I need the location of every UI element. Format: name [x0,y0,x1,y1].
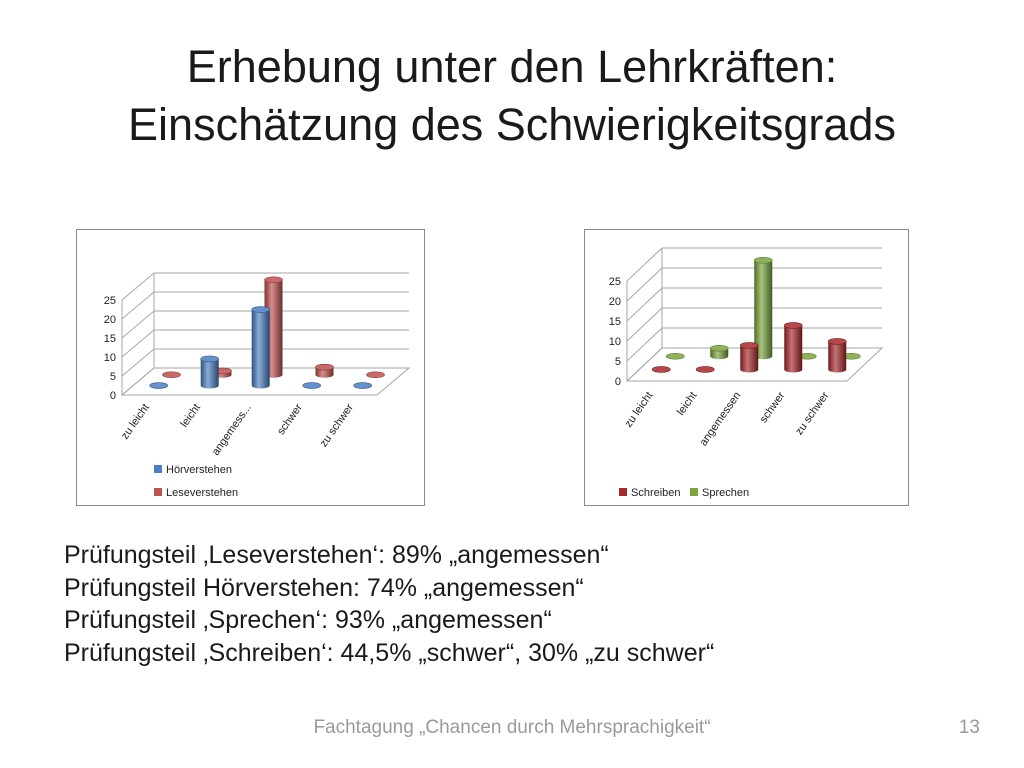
bar-top [783,322,803,329]
y-tick-label: 20 [609,296,621,308]
gridline-side [121,348,155,377]
legend-swatch-schreiben [619,488,627,496]
y-tick-label: 0 [615,376,621,388]
bar-sprechen-leicht [709,344,729,360]
summary-line-hoerverstehen: Prüfungsteil Hörverstehen: 74% „angemess… [64,573,584,602]
bar-sprechen-angemessen [753,256,773,360]
legend-label-leseverstehen: Leseverstehen [166,487,238,499]
gridline-side [626,327,663,362]
bar-schreiben-zu-leicht [651,366,671,373]
slide-title-line-1: Erhebung unter den Lehrkräften: [186,41,838,92]
bar-schreiben-leicht [695,366,715,373]
x-tick-label: leicht [178,402,203,430]
bar-sprechen-zu-leicht [665,352,685,360]
gridline-side [626,287,663,322]
y-tick-label: 0 [110,390,116,402]
bar-body [784,325,803,373]
summary-line-sprechen: Prüfungsteil ‚Sprechen‘: 93% „angemessen… [64,606,552,634]
gridline-side [626,307,663,342]
gridline-side [121,272,155,301]
x-tick-label: zu leicht [622,390,655,430]
summary-line-leseverstehen: Prüfungsteil ‚Leseverstehen‘: 89% „angem… [64,541,609,569]
legend-label-sprechen: Sprechen [702,487,749,499]
x-tick-label: leicht [675,390,700,418]
bar-body [828,341,847,373]
bar-top [200,355,219,363]
y-tick-label: 15 [609,316,621,328]
bar-top [651,366,671,373]
chart-hoer-lese-svg: 0 5 10 15 20 25 zu leicht leicht angemess... schw… [104,272,411,499]
y-tick-label: 10 [609,336,621,348]
bar-hörverstehen-schwer [302,382,321,389]
page-number: 13 [958,717,980,738]
bar-schreiben-zu-schwer [827,338,847,373]
chart-hoer-lese: 0 5 10 15 20 25 zu leicht leicht angemess... schw… [76,229,425,506]
legend-swatch-leseverstehen [154,488,162,496]
bar-leseverstehen-schwer [315,363,334,378]
bar-top [753,256,773,264]
bar-body [200,358,219,389]
y-tick-label: 15 [104,333,116,345]
legend-label-schreiben: Schreiben [631,487,681,499]
x-tick-label: angemessen [697,390,743,448]
slide-title-line-2: Einschätzung des Schwierigkeitsgrads [128,99,896,150]
bar-top [709,344,729,352]
x-tick-label: zu leicht [119,402,152,442]
bar-sprechen-schwer [797,352,817,360]
y-tick-label: 20 [104,314,116,326]
x-tick-label: schwer [758,390,788,426]
bar-hörverstehen-zu-leicht [149,382,168,389]
y-tick-label: 10 [104,352,116,364]
legend-swatch-sprechen [690,488,698,496]
gridline-side [121,291,155,320]
legend-swatch-hörverstehen [154,465,162,473]
bar-top [366,371,385,379]
bar-schreiben-schwer [783,322,803,373]
bar-top [827,338,847,345]
bar-top [739,342,759,349]
footer-text: Fachtagung „Chancen durch Mehrsprachigke… [313,717,711,738]
x-tick-label: zu schwer [318,402,356,450]
slide-title: Erhebung unter den Lehrkräften: Einschät… [0,38,1024,154]
bar-leseverstehen-zu-leicht [162,371,181,379]
gridline-side [121,310,155,339]
bar-top [302,382,321,389]
bar-top [315,363,334,371]
bar-body [740,345,759,373]
legend-label-hörverstehen: Hörverstehen [166,464,232,476]
y-tick-label: 25 [609,276,621,288]
bar-top [162,371,181,379]
bar-hörverstehen-angemess [251,306,270,389]
chart-floor [625,347,884,382]
bar-leseverstehen-zu-schwer [366,371,385,379]
bar-schreiben-angemessen [739,342,759,373]
bar-hörverstehen-leicht [200,355,219,389]
summary-list: Prüfungsteil ‚Leseverstehen‘: 89% „angem… [64,539,964,669]
chart-schreiben-sprechen: 0 5 10 15 20 25 zu leicht leicht angemessen schwe… [584,229,909,506]
bar-top [353,382,373,389]
summary-line-schreiben: Prüfungsteil ‚Schreiben‘: 44,5% „schwer“… [64,638,715,667]
gridline-side [626,247,663,282]
bar-top [264,276,283,284]
x-tick-label: zu schwer [793,390,831,438]
bar-body [251,309,270,389]
y-tick-label: 5 [110,371,116,383]
bar-hörverstehen-zu-schwer [353,382,373,389]
chart-floor [120,367,411,396]
bar-body [754,260,773,360]
y-tick-label: 25 [104,295,116,307]
bar-top [149,382,168,389]
x-tick-label: angemess... [210,402,254,458]
bar-top [665,352,685,360]
gridline-side [626,267,663,302]
bar-top [695,366,715,373]
gridline-side [121,329,155,358]
bar-top [251,306,270,313]
y-tick-label: 5 [615,356,621,368]
x-tick-label: schwer [275,402,305,438]
